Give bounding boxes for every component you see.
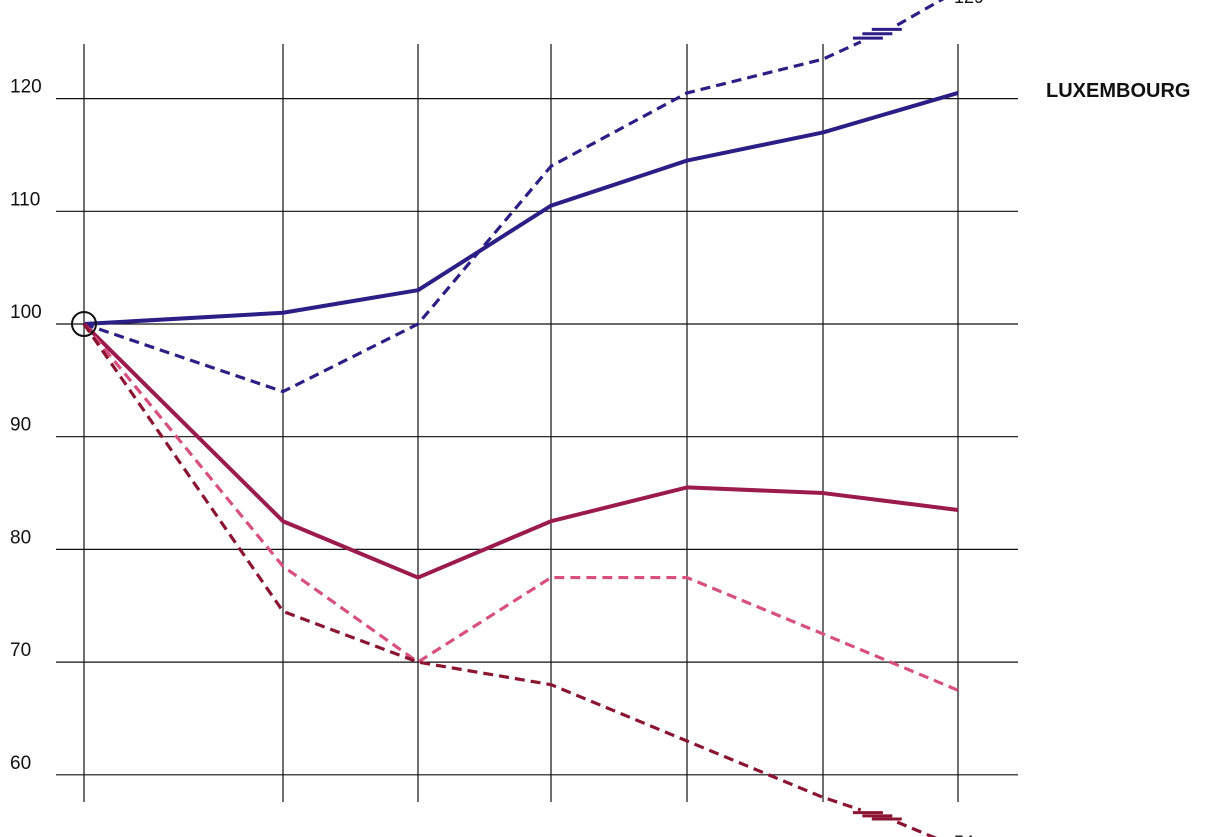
y-tick-label: 100 [10, 302, 42, 323]
y-tick-label: 90 [10, 415, 31, 436]
series-line [82, 322, 959, 692]
y-tick-label: 120 [10, 77, 42, 98]
y-tick-label: 110 [10, 189, 40, 210]
series-group [82, 0, 959, 837]
chart-title: LUXEMBOURG [1046, 80, 1190, 102]
grid [56, 44, 1018, 802]
series-line-tail [896, 820, 938, 837]
series-line [83, 40, 862, 394]
series-line [82, 323, 862, 812]
y-tick-label: 80 [10, 527, 31, 548]
end-labels: 129 54 [954, 0, 984, 837]
series-line [82, 322, 959, 580]
y-axis-ticks: 60 70 80 90 100 110 120 [10, 77, 42, 774]
series-end-label: 54 [954, 832, 974, 837]
y-tick-label: 70 [10, 640, 31, 661]
y-tick-label: 60 [10, 753, 31, 774]
series-end-label: 129 [954, 0, 984, 7]
base-point-marker [71, 311, 97, 337]
series-line [83, 91, 959, 326]
series-line-tail [896, 0, 945, 27]
